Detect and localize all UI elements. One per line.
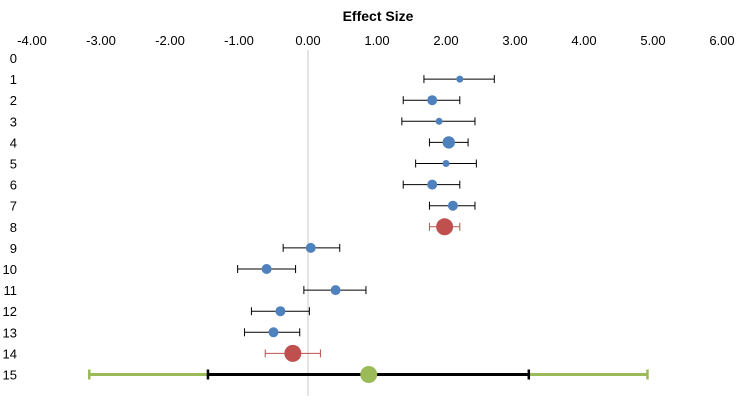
y-tick-label: 7 <box>10 199 17 214</box>
y-tick-label: 11 <box>4 283 18 298</box>
study-point <box>261 264 272 274</box>
x-tick-label: 4.00 <box>571 33 596 48</box>
x-axis-tick-labels: -4.00 -3.00 -2.00 -1.00 0.00 1.00 2.00 3.00 4.00… <box>17 33 734 48</box>
x-tick-label: -3.00 <box>86 33 116 48</box>
y-tick-label: 2 <box>10 93 17 108</box>
y-tick-label: 5 <box>10 157 17 172</box>
x-tick-label: 1.00 <box>364 33 389 48</box>
study-point <box>275 306 286 317</box>
study-point <box>427 179 438 190</box>
y-tick-label: 4 <box>10 135 17 150</box>
y-tick-label: 8 <box>10 220 17 235</box>
study-point <box>442 136 455 149</box>
plot-marks <box>88 75 649 383</box>
study-point <box>447 200 458 211</box>
overall-point <box>360 366 378 383</box>
x-tick-label: 3.00 <box>502 33 527 48</box>
y-tick-label: 3 <box>10 114 17 129</box>
study-point <box>330 285 341 296</box>
y-tick-label: 6 <box>10 178 17 193</box>
x-tick-label: 6.00 <box>709 33 734 48</box>
x-tick-label: 0.00 <box>295 33 320 48</box>
y-tick-label: 12 <box>3 304 17 319</box>
chart-title: Effect Size <box>343 8 414 24</box>
study-point <box>456 75 464 83</box>
y-tick-label: 15 <box>3 368 17 383</box>
y-tick-label: 13 <box>3 325 17 340</box>
study-point <box>427 95 438 106</box>
y-tick-label: 0 <box>10 51 17 66</box>
y-tick-label: 10 <box>3 262 17 277</box>
summary-point <box>284 344 302 362</box>
study-point <box>268 327 279 338</box>
study-point <box>305 242 316 253</box>
y-tick-label: 14 <box>3 346 17 361</box>
y-tick-label: 1 <box>10 72 17 87</box>
x-tick-label: -1.00 <box>224 33 254 48</box>
study-point <box>435 117 443 125</box>
x-tick-label: -2.00 <box>155 33 185 48</box>
summary-point <box>436 218 454 236</box>
x-tick-label: 5.00 <box>640 33 665 48</box>
study-point <box>442 160 450 167</box>
x-tick-label: 2.00 <box>433 33 458 48</box>
x-tick-label: -4.00 <box>17 33 47 48</box>
y-tick-label: 9 <box>10 241 17 256</box>
